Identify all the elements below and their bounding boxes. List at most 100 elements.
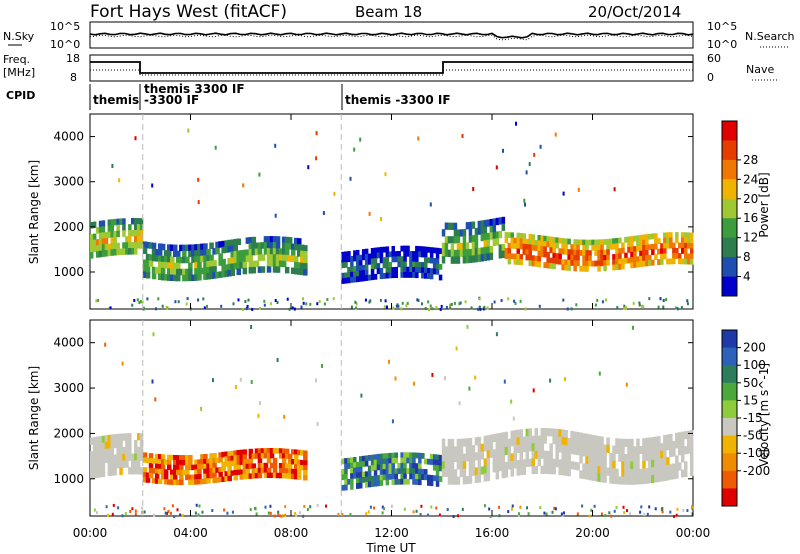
power-echo-cell (435, 306, 438, 309)
power-echo-cell (519, 243, 523, 250)
power-colorbar-cell-6 (722, 237, 737, 258)
velocity-echo-cell (185, 464, 190, 471)
power-echo-cell (151, 242, 157, 250)
velocity-echo-cell (552, 428, 556, 437)
velocity-echo-cell (465, 476, 470, 485)
power-echo-cell (558, 237, 562, 244)
velocity-echo-cell (391, 468, 395, 475)
cpid-label-1: themis (93, 93, 139, 107)
velocity-echo-cell (400, 452, 404, 459)
velocity-echo-cell (249, 508, 252, 512)
velocity-echo-cell (179, 464, 184, 471)
power-echo-cell (353, 250, 357, 257)
velocity-echo-cell (456, 476, 461, 485)
power-echo-cell (519, 259, 523, 266)
velocity-echo-cell (495, 441, 500, 450)
power-echo-cell (621, 247, 625, 254)
power-echo-cell (585, 255, 589, 262)
power-echo-cell (418, 261, 422, 268)
power-echo-cell (501, 216, 506, 225)
velocity-echo-cell (594, 465, 598, 474)
power-echo-cell (493, 300, 496, 304)
velocity-echo-cell (555, 451, 559, 460)
power-echo-cell (116, 224, 120, 232)
power-echo-cell (260, 254, 266, 261)
velocity-echo-cell (415, 468, 419, 475)
power-echo-cell (406, 272, 410, 278)
power-echo-cell (618, 264, 622, 270)
velocity-echo-cell (582, 448, 586, 457)
velocity-echo-cell (537, 443, 541, 452)
power-colorbar-label: Power [dB] (757, 172, 771, 237)
power-echo-cell (323, 302, 326, 306)
power-echo-cell (489, 252, 494, 260)
power-echo-cell (284, 266, 290, 274)
velocity-echo-cell (627, 461, 631, 470)
power-echo-cell (370, 248, 375, 254)
power-echo-cell (500, 299, 503, 302)
velocity-echo-cell (640, 505, 643, 509)
velocity-echo-cell (627, 438, 631, 447)
velocity-echo-cell (142, 467, 148, 473)
power-echo-cell (185, 274, 190, 282)
velocity-echo-cell (526, 506, 528, 510)
power-echo-cell (582, 265, 586, 272)
power-echo-cell (594, 239, 598, 246)
velocity-echo-cell (300, 450, 305, 456)
velocity-echo-cell (690, 430, 694, 439)
power-echo-cell (456, 249, 461, 257)
power-echo-cell (648, 244, 652, 251)
power-echo-cell (206, 267, 211, 274)
velocity-echo-cell (110, 468, 114, 476)
power-echo-cell (397, 251, 401, 257)
velocity-echo-cell (125, 433, 129, 441)
power-echo-cell (258, 172, 261, 177)
velocity-echo-cell (691, 505, 693, 509)
velocity-echo-cell (119, 460, 123, 469)
power-echo-cell (185, 268, 190, 276)
velocity-echo-cell (624, 438, 628, 447)
velocity-echo-cell (272, 457, 278, 464)
velocity-echo-cell (209, 463, 214, 469)
velocity-echo-cell (672, 440, 676, 449)
power-echo-cell (221, 240, 226, 248)
velocity-echo-cell (648, 445, 652, 454)
velocity-echo-cell (341, 469, 345, 475)
x-tick-label-4: 16:00 (475, 526, 510, 540)
velocity-echo-cell (391, 452, 395, 459)
velocity-echo-cell (546, 428, 550, 437)
velocity-echo-cell (139, 433, 144, 441)
power-echo-cell (591, 239, 595, 246)
velocity-echo-cell (477, 459, 482, 468)
power-colorbar-tick-label-1: 8 (743, 250, 751, 264)
velocity-echo-cell (510, 453, 514, 462)
velocity-echo-cell (212, 467, 217, 474)
velocity-echo-cell (273, 514, 276, 518)
velocity-echo-cell (218, 452, 223, 458)
velocity-echo-cell (660, 508, 663, 512)
velocity-echo-cell (111, 512, 114, 516)
velocity-echo-cell (427, 474, 431, 481)
velocity-echo-cell (125, 440, 129, 448)
velocity-echo-cell (297, 474, 302, 480)
power-echo-cell (483, 240, 488, 248)
power-echo-cell (524, 202, 526, 207)
freq-bottom-tick: 8 (70, 71, 77, 84)
power-echo-cell (203, 306, 206, 310)
power-echo-cell (483, 305, 486, 309)
power-echo-cell (142, 241, 148, 248)
power-echo-cell (139, 236, 144, 243)
power-echo-cell (266, 266, 272, 273)
power-echo-cell (486, 239, 491, 247)
power-echo-cell (418, 246, 422, 252)
velocity-echo-cell (447, 453, 452, 462)
velocity-echo-cell (239, 377, 242, 382)
velocity-echo-cell (567, 438, 571, 447)
velocity-echo-cell (453, 476, 458, 485)
power-echo-cell (471, 248, 476, 256)
velocity-echo-cell (233, 450, 238, 456)
power-echo-cell (597, 265, 601, 272)
power-echo-cell (424, 307, 427, 311)
velocity-echo-cell (409, 452, 413, 459)
power-echo-cell (427, 246, 431, 253)
